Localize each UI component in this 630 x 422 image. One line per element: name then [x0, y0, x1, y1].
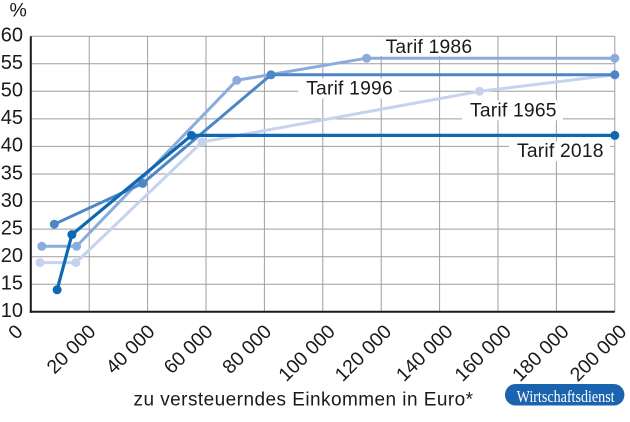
svg-text:45: 45 — [1, 107, 23, 129]
svg-text:30: 30 — [1, 190, 23, 212]
svg-text:15: 15 — [1, 273, 23, 295]
svg-text:Tarif 1965: Tarif 1965 — [470, 100, 557, 121]
svg-text:25: 25 — [1, 217, 23, 239]
svg-text:40: 40 — [1, 135, 23, 157]
svg-text:20: 20 — [1, 245, 23, 267]
svg-text:Tarif 1986: Tarif 1986 — [386, 37, 473, 58]
svg-text:zu versteuerndes Einkommen in: zu versteuerndes Einkommen in Euro* — [134, 390, 474, 411]
svg-text:50: 50 — [1, 80, 23, 102]
svg-text:Tarif 2018: Tarif 2018 — [517, 141, 604, 162]
svg-text:35: 35 — [1, 162, 23, 184]
svg-text:%: % — [10, 0, 27, 21]
svg-text:60: 60 — [1, 25, 23, 47]
svg-text:Tarif 1996: Tarif 1996 — [306, 78, 393, 99]
svg-text:10: 10 — [1, 300, 23, 322]
svg-text:55: 55 — [1, 52, 23, 74]
svg-text:Wirtschaftsdienst: Wirtschaftsdienst — [517, 387, 615, 406]
